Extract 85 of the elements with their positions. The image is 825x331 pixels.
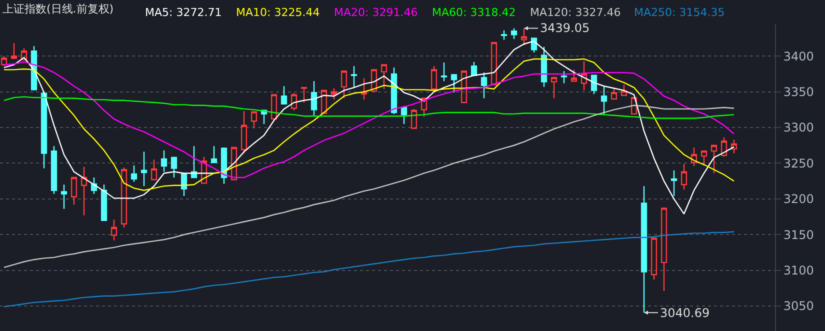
text: MA5: 3272.71 (145, 6, 222, 19)
y-tick-label: 3150 (783, 228, 814, 242)
candlestick (340, 70, 348, 99)
candlestick (640, 185, 648, 314)
text: MA10: 3225.44 (236, 6, 320, 19)
candlestick (80, 166, 88, 216)
candlestick (360, 78, 368, 100)
y-tick-label: 3050 (783, 299, 814, 314)
candlestick (380, 64, 388, 90)
candlestick (500, 30, 508, 40)
y-tick-label: 3100 (783, 264, 814, 278)
candlestick (600, 86, 608, 115)
candlestick (660, 208, 668, 292)
text: MA250: 3154.35 (634, 6, 725, 19)
y-tick-label: 3250 (783, 156, 814, 170)
candlestick (490, 42, 498, 86)
text: MA60: 3318.42 (432, 6, 516, 19)
candlestick (330, 88, 338, 100)
candlestick (140, 151, 148, 187)
candlestick (130, 164, 138, 182)
candlestick (160, 150, 168, 172)
candlestick (110, 219, 118, 241)
text: MA20: 3291.46 (334, 6, 418, 19)
candlestick (720, 136, 728, 158)
line-series (3, 231, 735, 308)
y-tick-label: 3300 (783, 120, 814, 135)
candlestick (280, 86, 288, 105)
candlestick (350, 66, 358, 88)
candlestick (440, 62, 448, 82)
candlestick (150, 159, 158, 180)
candlestick (100, 184, 108, 221)
candlestick (120, 166, 128, 228)
annotation: 3439.05 (540, 21, 590, 35)
candlestick (580, 60, 588, 91)
candlestick (450, 73, 458, 94)
candlestick (220, 146, 228, 185)
line-series (3, 96, 735, 119)
text: MA120: 3327.46 (530, 6, 621, 19)
y-tick-label: 3400 (783, 49, 814, 64)
y-tick-label: 3200 (783, 192, 814, 206)
candlestick (50, 145, 58, 195)
candlestick (700, 150, 708, 166)
candlestick (10, 42, 18, 59)
candlestick (620, 84, 628, 96)
candlestick (200, 156, 208, 184)
candlestick (370, 69, 378, 92)
candlestick (240, 110, 248, 154)
candlestick (400, 106, 408, 125)
candlestick (710, 144, 718, 174)
annotation: 3040.69 (660, 306, 710, 320)
candlestick (560, 70, 568, 84)
line-series (3, 40, 735, 215)
candlestick (480, 72, 488, 99)
candlestick (20, 48, 28, 62)
candlestick (730, 139, 738, 154)
candlestick (680, 163, 688, 190)
candlestick (520, 28, 528, 46)
candlestick (0, 56, 8, 67)
candlestick (70, 176, 78, 206)
candlestick (300, 86, 308, 104)
candlestick (610, 88, 618, 100)
candlestick (250, 110, 258, 129)
chart-title: 上证指数(日线.前复权) (2, 2, 114, 16)
candlestick (510, 28, 518, 40)
candlestick (420, 96, 428, 118)
candlestick (630, 96, 638, 115)
line-series (3, 104, 735, 268)
candlestick (270, 94, 278, 120)
candlestick (550, 76, 558, 99)
candlestick (210, 145, 218, 164)
candlestick (460, 70, 468, 104)
candlestick (670, 170, 678, 197)
candlestick (290, 92, 298, 111)
candlestick (690, 146, 698, 167)
candlestick (650, 238, 658, 280)
candlestick (410, 108, 418, 130)
candlestick (540, 46, 548, 88)
candlestick (320, 90, 328, 114)
candlestick (310, 80, 318, 116)
candlestick (570, 69, 578, 82)
candlestick (430, 66, 438, 92)
candlestick (230, 146, 238, 180)
candlestick (60, 184, 68, 210)
candlestick (170, 156, 178, 178)
y-tick-label: 3350 (783, 85, 814, 100)
